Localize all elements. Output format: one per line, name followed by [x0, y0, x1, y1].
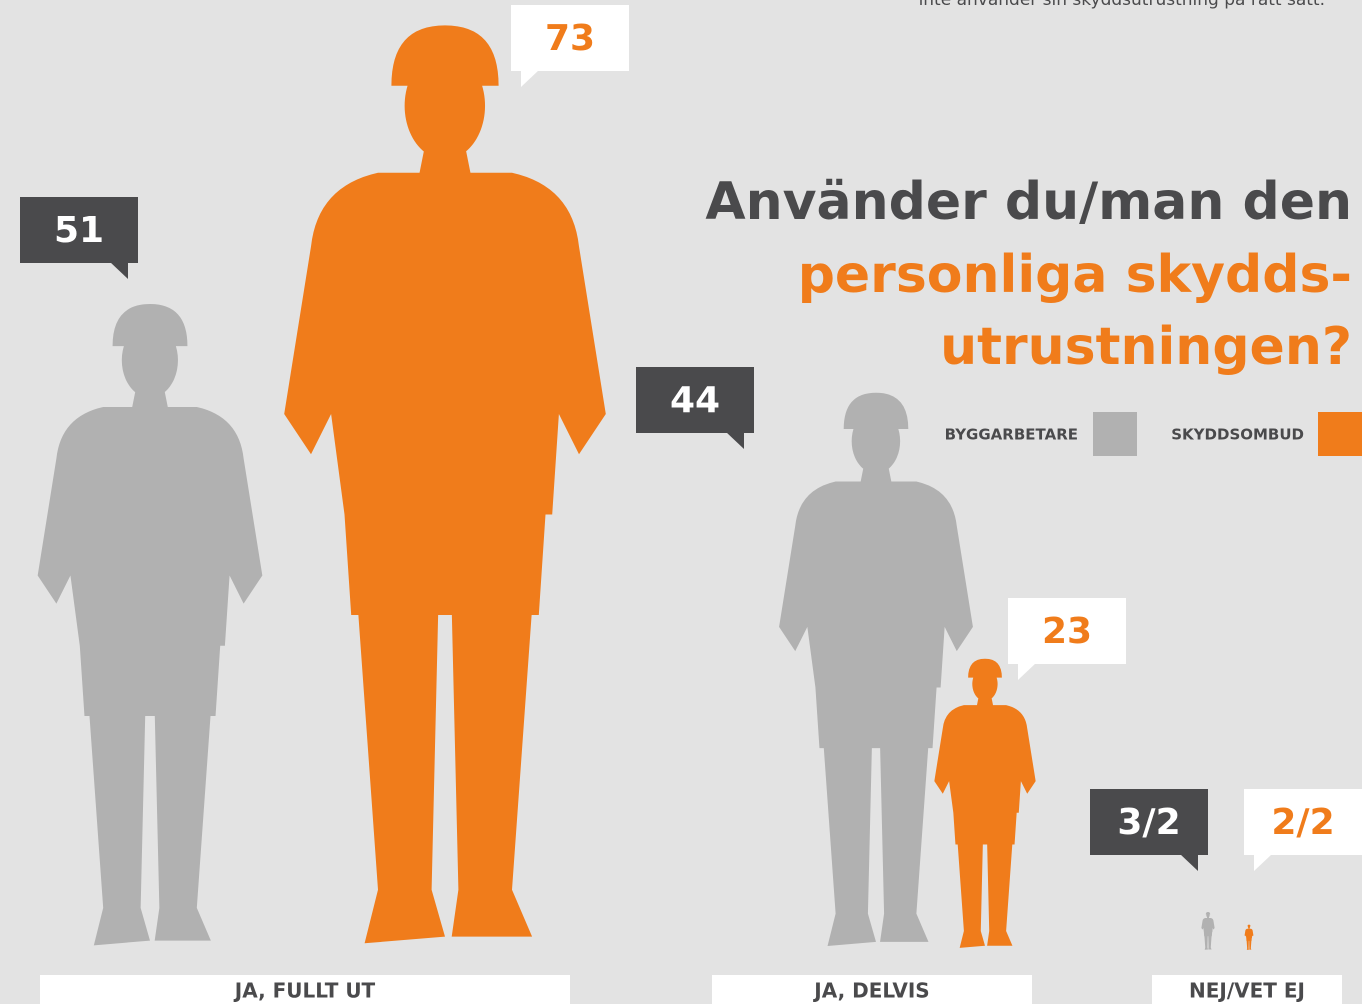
category-box	[40, 975, 570, 1004]
category-label: NEJ/VET EJ	[1189, 979, 1305, 1003]
callout-box	[1244, 789, 1362, 855]
value-label: 73	[545, 18, 595, 59]
callout-tail	[1018, 663, 1036, 680]
legend-label: BYGGARBETARE	[945, 426, 1078, 444]
callout-tail	[521, 70, 539, 87]
callout-tail	[110, 262, 128, 279]
person-figure	[1244, 924, 1254, 950]
value-label: 23	[1042, 611, 1092, 652]
category-box	[712, 975, 1032, 1004]
category-box	[1152, 975, 1342, 1004]
legend-label: SKYDDSOMBUD	[1171, 426, 1304, 444]
legend-swatch	[1318, 412, 1362, 456]
title-line: utrustningen?	[940, 317, 1352, 377]
callout-box	[20, 197, 138, 263]
person-figure	[37, 304, 263, 946]
value-label: 44	[670, 380, 720, 421]
callout-box	[636, 367, 754, 433]
callout-tail	[1180, 854, 1198, 871]
legend-swatch	[1093, 412, 1137, 456]
person-figure	[779, 392, 973, 946]
callout-box	[1090, 789, 1208, 855]
callout-tail	[1254, 854, 1272, 871]
title-line: personliga skydds-	[798, 245, 1352, 305]
category-label: JA, DELVIS	[812, 979, 929, 1003]
value-label: 2/2	[1271, 802, 1334, 843]
value-label: 3/2	[1117, 802, 1180, 843]
callout-tail	[726, 432, 744, 449]
callout-box	[1008, 598, 1126, 664]
person-figure	[1201, 912, 1215, 950]
value-label: 51	[54, 210, 104, 251]
category-label: JA, FULLT UT	[233, 979, 376, 1003]
person-figure	[934, 658, 1036, 948]
title-line: Använder du/man den	[705, 172, 1352, 232]
person-figure	[284, 25, 606, 944]
callout-box	[511, 5, 629, 71]
note: inte använder sin skyddsutrustning på rä…	[919, 0, 1325, 10]
